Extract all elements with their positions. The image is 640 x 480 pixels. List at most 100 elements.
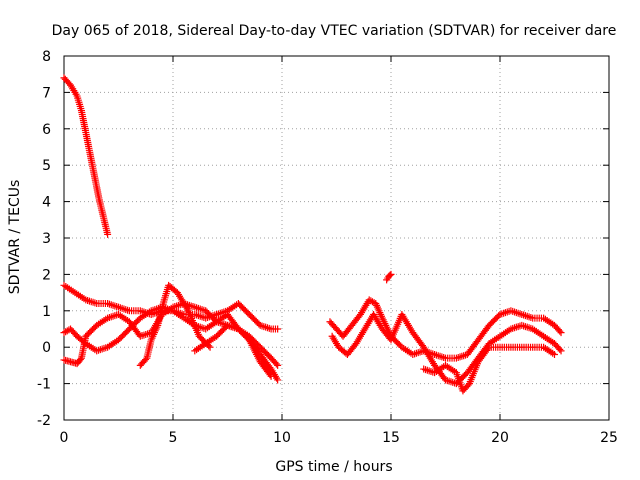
series-arc-10 — [383, 270, 395, 284]
interpolated-marks — [432, 363, 448, 375]
interpolated-marks — [171, 308, 186, 321]
interpolated-marks — [87, 152, 98, 178]
interpolated-marks — [349, 312, 363, 328]
interpolated-marks — [475, 323, 492, 342]
data-point — [551, 350, 558, 358]
interpolated-marks — [95, 344, 110, 354]
interpolated-marks — [509, 322, 524, 332]
interpolated-marks — [214, 307, 230, 318]
interpolated-marks — [410, 330, 426, 350]
interpolated-marks — [61, 75, 73, 88]
interpolated-marks — [154, 298, 168, 327]
interpolated-marks — [541, 344, 557, 357]
data-point — [274, 325, 282, 333]
series-arc-7 — [326, 296, 565, 362]
data-point — [557, 329, 565, 337]
interpolated-marks — [509, 307, 524, 318]
interpolated-marks — [127, 319, 143, 339]
interpolated-marks — [247, 338, 263, 357]
interpolated-marks — [247, 312, 263, 328]
interpolated-marks — [411, 347, 426, 358]
interpolated-marks — [247, 334, 263, 350]
y-tick-label: -1 — [37, 377, 51, 393]
y-tick-label: 8 — [42, 49, 51, 65]
interpolated-marks — [498, 326, 513, 339]
x-axis-label: GPS time / hours — [275, 459, 392, 475]
y-tick-label: -2 — [37, 413, 51, 429]
interpolated-marks — [74, 94, 85, 113]
interpolated-marks — [373, 301, 385, 320]
data-point — [387, 270, 395, 278]
interpolated-marks — [116, 304, 132, 314]
interpolated-marks — [73, 290, 88, 303]
interpolated-marks — [171, 300, 186, 311]
series-arc-1 — [60, 74, 112, 238]
interpolated-marks — [83, 323, 99, 339]
interpolated-marks — [185, 309, 202, 338]
interpolated-marks — [520, 311, 535, 321]
y-axis-label: SDTVAR / TECUs — [7, 180, 23, 295]
interpolated-marks — [353, 327, 368, 346]
interpolated-marks — [78, 334, 89, 360]
interpolated-marks — [203, 308, 219, 324]
interpolated-marks — [443, 363, 459, 375]
x-tick-label: 20 — [491, 430, 509, 446]
interpolated-marks — [327, 319, 339, 332]
interpolated-marks — [371, 312, 385, 331]
interpolated-marks — [465, 338, 481, 357]
interpolated-marks — [105, 300, 121, 311]
interpolated-marks — [399, 312, 416, 335]
interpolated-marks — [105, 337, 121, 350]
interpolated-marks — [460, 381, 472, 393]
interpolated-marks — [388, 312, 405, 342]
series-arc-9 — [420, 343, 558, 395]
interpolated-marks — [78, 109, 89, 134]
interpolated-marks — [214, 323, 230, 339]
interpolated-marks — [257, 352, 274, 371]
interpolated-marks — [475, 345, 492, 364]
interpolated-marks — [269, 325, 279, 333]
interpolated-marks — [541, 315, 557, 328]
series-arc-8 — [328, 310, 565, 388]
interpolated-marks — [257, 359, 274, 379]
interpolated-marks — [466, 360, 481, 386]
x-tick-label: 5 — [169, 430, 178, 446]
interpolated-marks — [161, 283, 172, 302]
interpolated-marks — [138, 308, 153, 321]
chart-title: Day 065 of 2018, Sidereal Day-to-day VTE… — [52, 23, 617, 39]
interpolated-marks — [62, 283, 77, 295]
interpolated-marks — [520, 322, 535, 332]
interpolated-marks — [443, 377, 459, 387]
y-tick-label: 2 — [42, 267, 51, 283]
interpolated-marks — [258, 322, 273, 332]
interpolated-marks — [268, 356, 280, 368]
interpolated-marks — [138, 329, 153, 340]
interpolated-marks — [68, 358, 79, 367]
data-point — [104, 230, 112, 238]
interpolated-marks — [400, 344, 415, 357]
interpolated-marks — [105, 311, 121, 321]
data-point — [206, 343, 214, 351]
interpolated-marks — [193, 341, 208, 354]
y-tick-label: 6 — [42, 122, 51, 138]
ticks: 0 5 10 15 20 25 -2 -1 0 1 2 3 4 5 6 7 8 — [37, 49, 618, 446]
interpolated-marks — [174, 290, 191, 313]
interpolated-marks — [91, 174, 102, 200]
y-tick-label: 3 — [42, 231, 51, 247]
interpolated-marks — [329, 334, 342, 349]
interpolated-marks — [236, 326, 251, 339]
interpolated-marks — [486, 312, 503, 328]
y-tick-label: 4 — [42, 195, 51, 211]
interpolated-marks — [74, 355, 84, 366]
data-point — [557, 347, 565, 355]
interpolated-marks — [116, 312, 132, 325]
interpolated-marks — [345, 341, 359, 357]
data-point — [274, 361, 282, 369]
interpolated-marks — [95, 315, 110, 328]
y-tick-label: 5 — [42, 158, 51, 174]
interpolated-marks — [386, 271, 394, 279]
interpolated-marks — [358, 298, 372, 317]
interpolated-marks — [258, 345, 274, 361]
